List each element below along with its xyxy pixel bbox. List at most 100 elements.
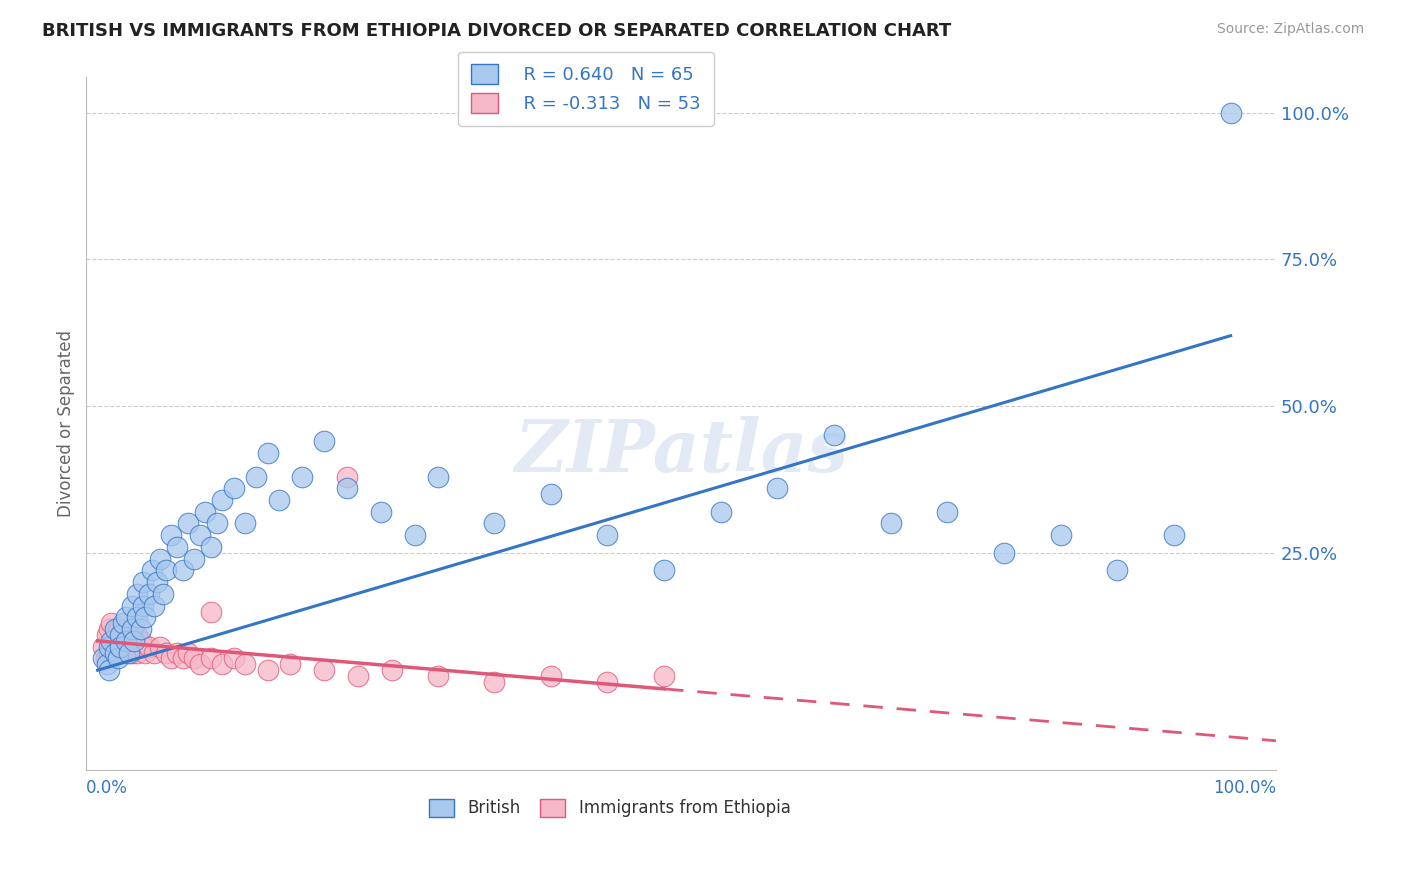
- Point: [347, 669, 370, 683]
- Point: [100, 616, 122, 631]
- Point: [188, 528, 211, 542]
- Point: [245, 469, 267, 483]
- Text: BRITISH VS IMMIGRANTS FROM ETHIOPIA DIVORCED OR SEPARATED CORRELATION CHART: BRITISH VS IMMIGRANTS FROM ETHIOPIA DIVO…: [42, 22, 952, 40]
- Point: [94, 651, 117, 665]
- Point: [127, 646, 149, 660]
- Point: [152, 587, 174, 601]
- Point: [149, 551, 172, 566]
- Point: [381, 663, 404, 677]
- Point: [122, 640, 145, 654]
- Point: [482, 675, 505, 690]
- Point: [233, 516, 256, 531]
- Point: [118, 646, 141, 660]
- Point: [132, 640, 155, 654]
- Point: [596, 675, 619, 690]
- Point: [1219, 105, 1241, 120]
- Point: [97, 640, 120, 654]
- Point: [115, 633, 138, 648]
- Text: Source: ZipAtlas.com: Source: ZipAtlas.com: [1216, 22, 1364, 37]
- Point: [426, 669, 449, 683]
- Point: [149, 640, 172, 654]
- Point: [111, 640, 134, 654]
- Point: [110, 646, 132, 660]
- Point: [115, 633, 138, 648]
- Point: [121, 646, 143, 660]
- Point: [1107, 564, 1129, 578]
- Point: [100, 633, 122, 648]
- Point: [138, 587, 160, 601]
- Point: [143, 599, 166, 613]
- Point: [121, 633, 143, 648]
- Point: [127, 610, 149, 624]
- Point: [111, 616, 134, 631]
- Point: [107, 622, 129, 636]
- Y-axis label: Divorced or Separated: Divorced or Separated: [58, 330, 75, 517]
- Point: [122, 633, 145, 648]
- Point: [211, 493, 233, 508]
- Text: ZIPatlas: ZIPatlas: [515, 416, 848, 487]
- Point: [823, 428, 845, 442]
- Legend: British, Immigrants from Ethiopia: British, Immigrants from Ethiopia: [422, 792, 797, 824]
- Point: [993, 546, 1015, 560]
- Point: [129, 622, 152, 636]
- Point: [155, 646, 177, 660]
- Point: [127, 587, 149, 601]
- Point: [172, 564, 194, 578]
- Point: [278, 657, 301, 672]
- Point: [97, 622, 120, 636]
- Point: [1049, 528, 1071, 542]
- Point: [107, 651, 129, 665]
- Point: [138, 640, 160, 654]
- Point: [404, 528, 426, 542]
- Point: [104, 646, 127, 660]
- Point: [110, 640, 132, 654]
- Point: [160, 651, 183, 665]
- Point: [91, 651, 114, 665]
- Point: [97, 646, 120, 660]
- Point: [177, 646, 200, 660]
- Point: [426, 469, 449, 483]
- Point: [107, 640, 129, 654]
- Point: [104, 633, 127, 648]
- Point: [110, 628, 132, 642]
- Point: [104, 622, 127, 636]
- Point: [256, 446, 278, 460]
- Point: [96, 628, 118, 642]
- Point: [200, 605, 222, 619]
- Point: [166, 646, 188, 660]
- Point: [155, 564, 177, 578]
- Point: [132, 575, 155, 590]
- Point: [540, 669, 562, 683]
- Point: [183, 551, 205, 566]
- Point: [110, 628, 132, 642]
- Point: [200, 540, 222, 554]
- Point: [96, 657, 118, 672]
- Point: [652, 669, 675, 683]
- Point: [104, 646, 127, 660]
- Point: [134, 610, 156, 624]
- Point: [91, 640, 114, 654]
- Point: [200, 651, 222, 665]
- Point: [211, 657, 233, 672]
- Point: [222, 481, 245, 495]
- Point: [132, 599, 155, 613]
- Point: [205, 516, 228, 531]
- Point: [336, 481, 359, 495]
- Point: [183, 651, 205, 665]
- Point: [115, 610, 138, 624]
- Point: [160, 528, 183, 542]
- Text: 100.0%: 100.0%: [1213, 779, 1277, 797]
- Point: [336, 469, 359, 483]
- Point: [1163, 528, 1185, 542]
- Point: [97, 663, 120, 677]
- Point: [194, 505, 217, 519]
- Point: [766, 481, 789, 495]
- Point: [121, 599, 143, 613]
- Point: [111, 622, 134, 636]
- Point: [118, 640, 141, 654]
- Point: [177, 516, 200, 531]
- Point: [370, 505, 392, 519]
- Point: [482, 516, 505, 531]
- Point: [134, 646, 156, 660]
- Point: [314, 663, 336, 677]
